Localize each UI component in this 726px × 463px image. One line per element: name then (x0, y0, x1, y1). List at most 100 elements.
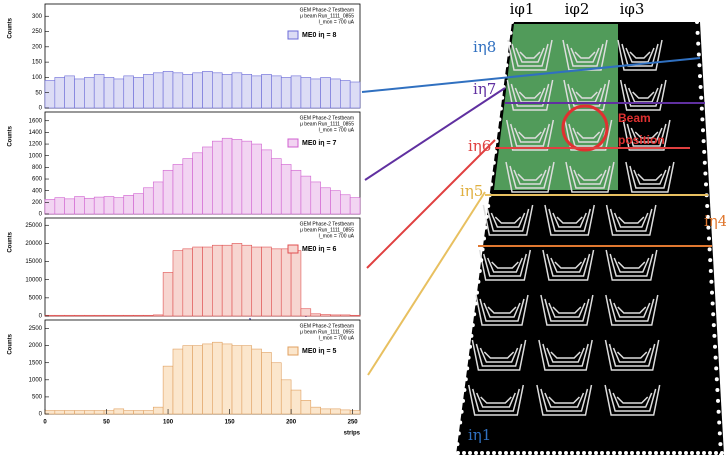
dot (642, 451, 646, 455)
annotation: I_mon = 700 uA (319, 233, 355, 239)
wedge-line (626, 123, 667, 147)
bar (84, 314, 95, 317)
annotation: GEM Phase-2 Testbeam (300, 221, 354, 227)
y-tick-label: 50 (35, 90, 42, 96)
dot (477, 268, 482, 273)
dot (717, 431, 722, 436)
wedge-line (552, 212, 587, 228)
bar (143, 314, 154, 317)
dot (482, 236, 486, 241)
wedge-line (612, 347, 652, 363)
dot (705, 214, 710, 219)
annotation: μ beam Run_1111_0855 (300, 121, 354, 127)
dot (546, 451, 550, 455)
bar (231, 72, 243, 109)
eta-label: iη7 (473, 80, 496, 98)
bar (103, 410, 115, 415)
wedge-line (548, 208, 591, 232)
wedge-line (617, 306, 647, 314)
bar (182, 158, 193, 215)
arrow (364, 87, 506, 181)
dot (714, 451, 718, 455)
wedge-line (629, 165, 671, 189)
bar (221, 244, 233, 317)
dot (570, 451, 574, 455)
dot (486, 204, 491, 209)
y-tick-label: 200 (32, 200, 43, 206)
eta-label: iη5 (460, 182, 483, 200)
wedge-line (486, 208, 530, 232)
legend-swatch (287, 138, 299, 148)
bar (133, 193, 144, 215)
wedge-line (476, 392, 516, 408)
wedge-line (570, 47, 600, 63)
y-tick-label: 2000 (29, 343, 43, 349)
wedge-line (478, 249, 532, 281)
wedge-line (505, 119, 555, 151)
wedge-line (613, 302, 651, 318)
bar (261, 246, 272, 317)
dot (490, 171, 495, 176)
annotation: μ beam Run_1111_0955 (300, 329, 354, 335)
wedges (467, 39, 675, 416)
wedge-line (609, 298, 655, 322)
bar (310, 406, 321, 415)
annotation: GEM Phase-2 Testbeam (300, 115, 354, 121)
wedge-line (544, 392, 585, 408)
wedge-line (544, 298, 590, 322)
x-tick-label: 200 (286, 420, 297, 426)
dot (476, 279, 481, 284)
dot (489, 182, 493, 187)
bar (113, 78, 125, 109)
bar (152, 181, 164, 215)
phi-label: iφ1 (510, 0, 535, 18)
wedge-line (506, 79, 554, 111)
bar (113, 197, 125, 215)
bar (192, 72, 203, 109)
dot (470, 323, 475, 328)
dot (712, 333, 717, 338)
dot (456, 431, 461, 436)
legend-label: ME0 iη = 6 (302, 246, 337, 253)
dot (684, 451, 688, 455)
bar (84, 77, 95, 109)
bar (74, 78, 85, 109)
wedge-line (632, 91, 655, 99)
wedge-line (518, 91, 542, 99)
bar (290, 389, 302, 415)
bar (74, 410, 85, 415)
y-tick-label: 15000 (25, 259, 42, 265)
dot (618, 451, 622, 455)
dot (709, 279, 714, 284)
bar (162, 169, 174, 215)
dot (456, 451, 460, 455)
dot (462, 388, 467, 393)
dot (461, 398, 465, 403)
bar (74, 314, 85, 317)
dot (508, 30, 513, 35)
dot (660, 451, 664, 455)
dot (504, 63, 509, 68)
arrow (366, 139, 496, 269)
wedge-line (542, 343, 589, 367)
bar (290, 250, 302, 317)
wedge-line (519, 51, 541, 59)
bar (64, 75, 75, 109)
wedge-line (479, 347, 519, 363)
y-tick-label: 1000 (29, 153, 43, 159)
bar (84, 197, 95, 215)
y-tick-label: 0 (39, 106, 43, 112)
y-tick-label: 20000 (25, 241, 42, 247)
bar (261, 352, 272, 415)
wedge-line (563, 79, 611, 111)
bar (241, 345, 253, 415)
y-axis-label: Counts (8, 17, 14, 38)
beam-label: position (618, 133, 665, 147)
x-tick-label: 250 (348, 420, 359, 426)
dot (540, 451, 544, 455)
dot (707, 236, 711, 241)
phi-label: iφ2 (565, 0, 590, 18)
dot (493, 149, 498, 154)
dot (697, 63, 702, 68)
